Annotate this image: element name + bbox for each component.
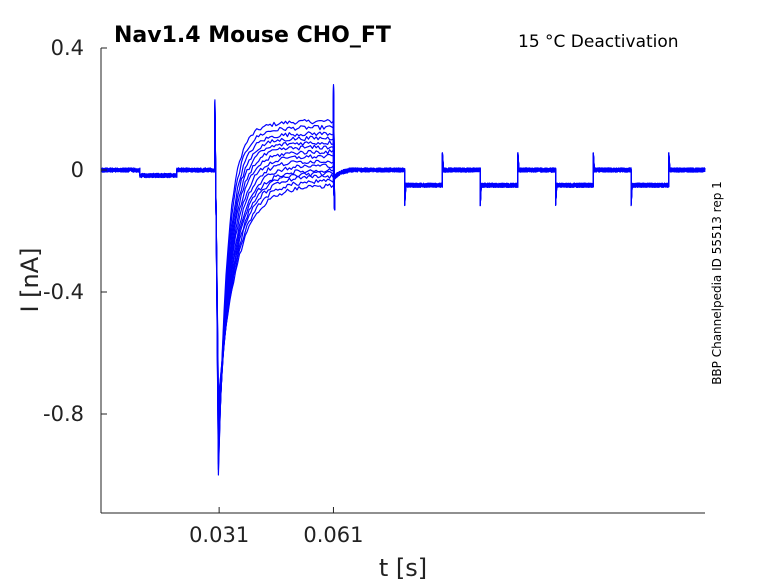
current-trace-sweep: [100, 97, 706, 416]
current-trace-sweep: [100, 98, 706, 410]
y-axis-label: I [nA]: [16, 247, 44, 312]
current-trace-sweep: [100, 93, 706, 432]
current-trace-sweep: [100, 101, 706, 399]
x-tick-label: 0.031: [189, 523, 249, 547]
y-ticks: 0.4 0 -0.4 -0.8: [43, 36, 107, 426]
current-trace-sweep: [100, 86, 706, 465]
current-trace-sweep: [100, 85, 706, 471]
condition-label: 15 °C Deactivation: [518, 32, 679, 52]
y-tick-label: 0.4: [51, 36, 84, 60]
current-trace-sweep: [100, 94, 706, 427]
current-trace-sweep: [100, 92, 706, 438]
y-tick-label: -0.8: [43, 402, 84, 426]
y-tick-label: 0: [71, 158, 84, 182]
y-tick-label: -0.4: [43, 280, 84, 304]
current-trace-sweep: [100, 88, 706, 454]
current-trace-sweep: [100, 90, 706, 449]
current-trace-sweep: [100, 91, 706, 443]
current-trace-sweep: [100, 99, 706, 405]
current-trace-sweep: [100, 83, 706, 476]
x-tick-label: 0.061: [303, 523, 363, 547]
x-axis-label: t [s]: [379, 554, 427, 582]
current-traces: [100, 83, 706, 476]
current-trace-sweep: [100, 87, 706, 460]
x-ticks: 0.031 0.061: [189, 507, 364, 547]
axes: [100, 48, 705, 514]
current-trace-sweep: [100, 96, 706, 421]
chart-title: Nav1.4 Mouse CHO_FT: [114, 23, 391, 48]
source-id-label: BBP Channelpedia ID 55513 rep 1: [710, 181, 724, 385]
